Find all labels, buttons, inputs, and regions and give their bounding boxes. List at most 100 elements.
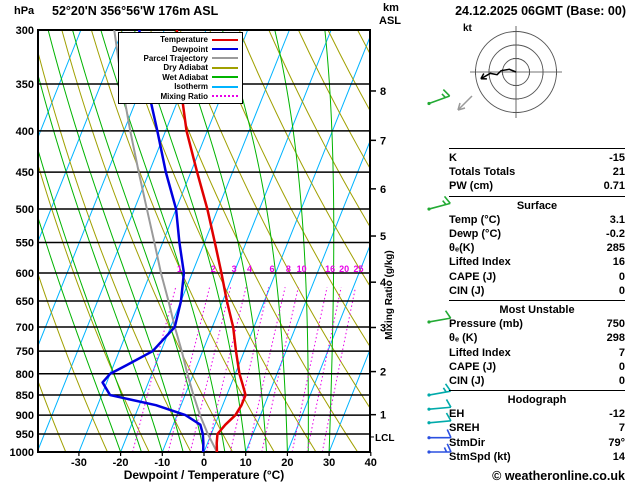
svg-text:2: 2: [211, 264, 216, 274]
index-value: -15: [609, 152, 625, 165]
legend-label: Parcel Trajectory: [143, 53, 208, 63]
index-value: 750: [606, 318, 625, 331]
svg-text:400: 400: [16, 126, 34, 138]
index-label: Lifted Index: [449, 256, 511, 269]
index-value: -12: [609, 408, 625, 421]
section-divider: [449, 195, 625, 197]
index-value: 298: [606, 332, 625, 345]
legend-item: Mixing Ratio: [123, 91, 238, 101]
legend-label: Dewpoint: [172, 44, 208, 54]
hodograph: kt: [457, 23, 562, 118]
index-value: 0: [618, 284, 625, 297]
svg-text:30: 30: [323, 457, 335, 469]
index-label: Lifted Index: [449, 346, 511, 359]
temperature-axis-labels: -30 -20 -10 0 10 20 30 40: [71, 452, 377, 469]
index-value: 0: [618, 374, 625, 387]
legend-swatch-temperature: [212, 38, 238, 41]
svg-text:4: 4: [247, 264, 252, 274]
svg-text:3: 3: [380, 322, 386, 334]
section-header-surface: Surface: [516, 199, 558, 212]
wind-barb: [427, 89, 451, 106]
mixing-ratio-labels: 1 2 3 4 6 8 10 16 20 25: [177, 264, 364, 274]
index-value: 3.1: [609, 213, 625, 226]
legend-label: Temperature: [160, 35, 208, 45]
pressure-axis-unit: hPa: [14, 5, 35, 17]
legend-item: Dewpoint: [123, 44, 238, 54]
legend-item: Wet Adiabat: [123, 73, 238, 82]
wind-barb-column: [427, 89, 452, 454]
index-label: StmSpd (kt): [449, 450, 511, 463]
index-label: Dewp (°C): [449, 228, 502, 241]
index-label: PW (cm): [449, 180, 493, 193]
index-value: 285: [606, 242, 625, 255]
index-row-stmdir: StmDir 79°: [449, 436, 625, 450]
index-row-temp-c-: Temp (°C) 3.1: [449, 213, 625, 227]
index-label: K: [449, 152, 457, 165]
index-row-pw-cm-: PW (cm) 0.71: [449, 179, 625, 193]
svg-text:600: 600: [16, 268, 34, 280]
chart-legend: Temperature Dewpoint Parcel Trajectory Dry …: [118, 32, 243, 104]
index-value: 0: [618, 360, 625, 373]
index-label: CAPE (J): [449, 360, 497, 373]
index-label: Pressure (mb): [449, 318, 523, 331]
index-row-eh: EH -12: [449, 407, 625, 421]
svg-text:2: 2: [380, 367, 386, 379]
mixing-ratio-axis-label: Mixing Ratio (g/kg): [384, 250, 395, 339]
series-parcel-trajectory: [113, 30, 218, 452]
svg-text:700: 700: [16, 322, 34, 334]
svg-text:-30: -30: [71, 457, 87, 469]
svg-text:6: 6: [269, 264, 274, 274]
svg-text:20: 20: [281, 457, 293, 469]
svg-text:1: 1: [380, 410, 386, 422]
series-dewpoint: [101, 30, 205, 452]
wind-barb: [427, 383, 452, 397]
section-divider: [449, 299, 625, 301]
wind-barb: [427, 195, 451, 211]
wind-barb: [427, 429, 452, 440]
legend-item: Parcel Trajectory: [123, 54, 238, 63]
svg-text:350: 350: [16, 79, 34, 91]
index-value: 7: [618, 422, 625, 435]
pressure-axis-labels: 300 350 400 450 500 550 600 650 700 750 800 850 900 9…: [10, 25, 34, 459]
index-value: 0: [618, 270, 625, 283]
hodograph-unit-label: kt: [463, 23, 473, 34]
chart-datetime: 24.12.2025 06GMT (Base: 00): [455, 4, 626, 18]
index-label: SREH: [449, 422, 480, 435]
legend-swatch-dry-adiabat: [212, 66, 238, 69]
storm-motion-marker: [457, 95, 473, 111]
index-label: CIN (J): [449, 284, 485, 297]
index-label: EH: [449, 408, 465, 421]
index-row-cin-j-: CIN (J) 0: [449, 374, 625, 388]
legend-item: Dry Adiabat: [123, 63, 238, 72]
index-row-lifted-index: Lifted Index 7: [449, 345, 625, 359]
index-label: θₑ (K): [449, 332, 478, 345]
index-label: θₑ(K): [449, 242, 475, 255]
index-value: 21: [612, 166, 625, 179]
index-value: 16: [612, 256, 625, 269]
index-row-cape-j-: CAPE (J) 0: [449, 270, 625, 284]
series-temperature: [175, 30, 247, 452]
index-row-stmspd-kt-: StmSpd (kt) 14: [449, 450, 625, 464]
index-label: CAPE (J): [449, 270, 497, 283]
index-value: 7: [618, 346, 625, 359]
index-label: Temp (°C): [449, 213, 501, 226]
index-label: CIN (J): [449, 374, 485, 387]
svg-text:450: 450: [16, 167, 34, 179]
index-row-lifted-index: Lifted Index 16: [449, 255, 625, 269]
section-header-hodograph: Hodograph: [507, 394, 567, 406]
svg-text:550: 550: [16, 237, 34, 249]
svg-text:6: 6: [380, 184, 386, 196]
wind-barb: [427, 399, 452, 411]
svg-text:950: 950: [16, 429, 34, 441]
svg-text:10: 10: [240, 457, 252, 469]
index-row-cin-j-: CIN (J) 0: [449, 284, 625, 298]
svg-text:900: 900: [16, 410, 34, 422]
svg-text:650: 650: [16, 296, 34, 308]
index-value: -0.2: [606, 228, 625, 241]
section-divider: [449, 390, 625, 391]
svg-text:10: 10: [297, 264, 307, 274]
svg-text:40: 40: [365, 457, 377, 469]
copyright: © weatheronline.co.uk: [492, 469, 625, 483]
legend-swatch-parcel-trajectory: [212, 57, 238, 60]
